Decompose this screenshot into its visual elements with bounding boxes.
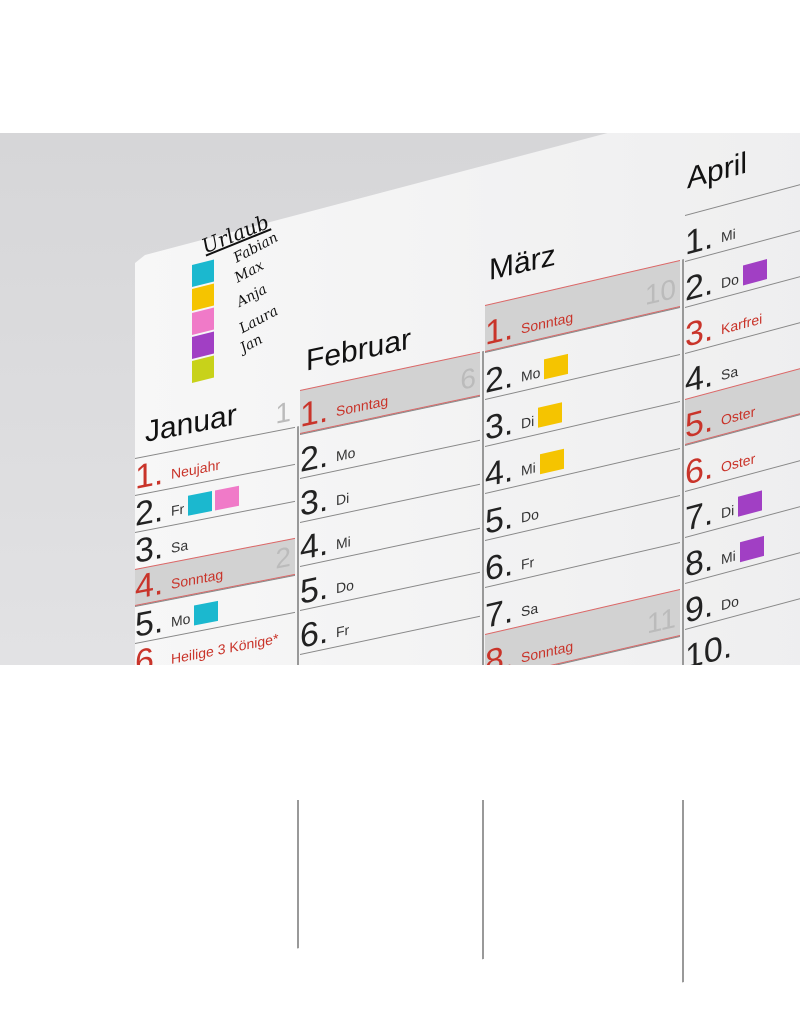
month-april: April 1. Mi 2. Do 3. Karfrei 4. Sa 5. Oster 6. Oster… [685, 146, 800, 677]
vacation-marker [538, 402, 563, 428]
vacation-legend [192, 259, 214, 385]
day-label: Neujahr [171, 456, 221, 483]
day-label: Mo [336, 444, 356, 465]
day-label: Mi [521, 459, 536, 479]
week-number: 2 [275, 540, 291, 575]
day-label: Do [336, 576, 354, 597]
day-label: Fr [521, 553, 535, 573]
week-number: 6 [460, 361, 476, 396]
legend-swatch-fabian [192, 259, 214, 287]
day-label: Sonntag [336, 392, 389, 420]
day-label: Sa [521, 599, 539, 620]
day-label: Di [336, 489, 350, 509]
day-label: Sonntag [171, 565, 224, 593]
vacation-marker [739, 535, 764, 563]
day-label: Oster [721, 403, 756, 429]
vacation-marker [188, 490, 213, 516]
day-number: 4. [135, 563, 164, 607]
vacation-marker [544, 353, 569, 380]
month-februar: Februar1.Sonntag62.Mo3.Di4.Mi5.Do6.Fr7.S… [300, 322, 484, 960]
vacation-marker [215, 485, 240, 511]
legend-swatch-max [192, 283, 214, 311]
day-label: Fr [336, 621, 350, 641]
legend-swatch-jan [192, 355, 214, 383]
week-number: 1 [275, 395, 291, 430]
day-label: Oster [721, 450, 756, 476]
day-label: Di [521, 412, 535, 432]
legend-swatch-anja [192, 307, 214, 335]
week-number: 10 [644, 272, 676, 312]
legend-swatch-laura [192, 331, 214, 359]
vacation-marker [539, 448, 564, 475]
month-januar: Januar 1 1. Neujahr 2. Fr 3. Sa 4. Sonntag 2 5. Mo 6.… [135, 396, 299, 949]
day-label: Do [721, 270, 739, 292]
day-label: Mo [171, 610, 191, 631]
day-label: Sa [721, 362, 739, 384]
day-label: Mo [521, 364, 541, 385]
day-label: Mi [721, 225, 736, 246]
vacation-marker [194, 600, 219, 626]
day-label: Do [721, 592, 739, 614]
column-divider [482, 350, 484, 960]
photo-border [0, 665, 800, 800]
day-label: Do [521, 505, 539, 526]
week-number: 11 [646, 601, 676, 640]
day-label: Sa [171, 536, 189, 557]
day-label: Di [721, 501, 735, 522]
day-label: Fr [171, 500, 185, 520]
photo-border [0, 0, 800, 133]
day-label: Mi [721, 547, 736, 568]
day-label: Mi [336, 533, 351, 553]
column-divider [682, 259, 684, 983]
vacation-marker [742, 259, 767, 286]
month-märz: März 1. Sonntag 10 2. Mo 3. Di 4. Mi 5. Do 6. Fr 7. Sa 8… [485, 239, 684, 983]
vacation-marker [738, 490, 763, 517]
